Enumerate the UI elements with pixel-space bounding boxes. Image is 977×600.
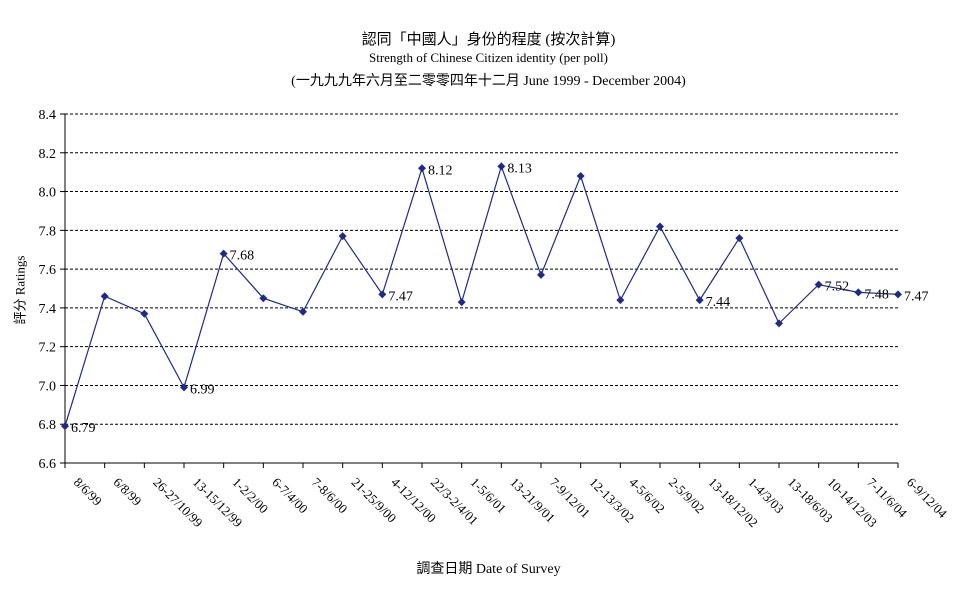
data-label: 8.13 bbox=[507, 161, 532, 176]
y-tick-label: 6.8 bbox=[39, 418, 57, 433]
data-point bbox=[497, 162, 506, 171]
x-tick-label: 2-5/9/02 bbox=[666, 475, 708, 517]
data-point bbox=[656, 222, 664, 231]
data-label: 8.12 bbox=[428, 163, 453, 178]
data-point bbox=[775, 319, 783, 328]
data-point bbox=[457, 298, 466, 307]
data-point bbox=[576, 172, 585, 181]
data-point bbox=[219, 249, 228, 258]
x-tick-label: 7-8/6/00 bbox=[309, 475, 351, 517]
x-tick-label: 6-9/12/04 bbox=[904, 475, 951, 522]
y-tick-label: 7.8 bbox=[39, 224, 57, 239]
data-point bbox=[338, 232, 347, 241]
chart-subtitle-period: (一九九九年六月至二零零四年十二月 June 1999 - December 2… bbox=[291, 74, 686, 89]
data-label: 6.99 bbox=[190, 382, 215, 397]
data-point bbox=[299, 307, 307, 316]
y-tick-label: 7.2 bbox=[39, 341, 57, 356]
x-tick-label: 6/8/99 bbox=[111, 475, 145, 509]
data-point bbox=[140, 309, 149, 318]
data-point bbox=[894, 290, 902, 299]
data-point bbox=[735, 234, 744, 243]
y-tick-label: 8.2 bbox=[39, 147, 57, 162]
data-label: 7.48 bbox=[864, 287, 889, 302]
y-tick-label: 8.0 bbox=[39, 186, 57, 201]
y-tick-label: 8.4 bbox=[39, 108, 57, 123]
data-point bbox=[418, 164, 426, 173]
y-tick-label: 7.6 bbox=[39, 263, 57, 278]
chart-subtitle: Strength of Chinese Citizen identity (pe… bbox=[368, 50, 608, 65]
data-point bbox=[854, 288, 863, 297]
data-point bbox=[537, 270, 545, 279]
data-label: 7.68 bbox=[230, 249, 255, 264]
data-point bbox=[378, 290, 387, 299]
data-label: 7.44 bbox=[706, 295, 731, 310]
x-axis-label: 調查日期 Date of Survey bbox=[416, 562, 561, 577]
y-tick-label: 7.0 bbox=[39, 379, 57, 394]
data-point bbox=[61, 422, 69, 431]
x-tick-label: 6-7/4/00 bbox=[269, 475, 311, 517]
data-label: 7.47 bbox=[388, 289, 413, 304]
chart-title: 認同「中國人」身份的程度 (按次計算) bbox=[361, 32, 616, 48]
data-point bbox=[100, 292, 109, 301]
data-point bbox=[814, 280, 823, 289]
data-point bbox=[180, 383, 188, 392]
data-point bbox=[259, 294, 268, 303]
data-label: 6.79 bbox=[71, 421, 96, 436]
data-point bbox=[616, 296, 625, 305]
data-label: 7.52 bbox=[825, 280, 850, 295]
data-point bbox=[695, 296, 704, 305]
y-tick-label: 7.4 bbox=[39, 302, 57, 317]
data-label: 7.47 bbox=[904, 289, 929, 304]
series-line bbox=[64, 164, 899, 427]
x-tick-label: 8/6/99 bbox=[71, 475, 105, 509]
y-tick-label: 6.6 bbox=[39, 457, 57, 472]
